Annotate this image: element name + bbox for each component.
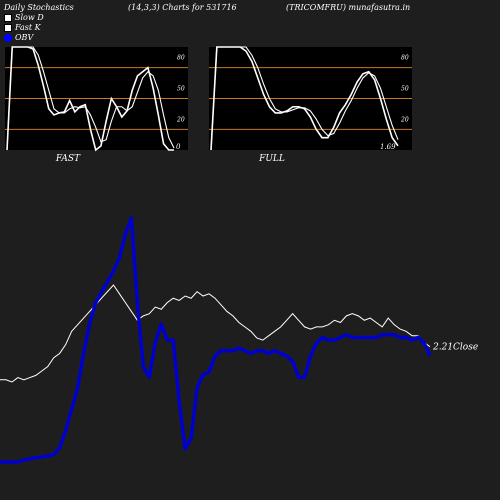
legend-obv: OBV xyxy=(4,33,33,42)
legend-slow-d: Slow D xyxy=(4,13,44,22)
legend-obv-label: OBV xyxy=(15,33,34,42)
full-last-value: 1.69 xyxy=(380,143,396,151)
full-panel-title: FULL xyxy=(258,154,285,164)
full-ytick-50: 50 xyxy=(401,86,409,93)
full-fast-k-line xyxy=(210,46,399,151)
close-last-value: 2.21Close xyxy=(432,343,478,353)
legend-slow-d-swatch xyxy=(4,13,12,22)
fast-fast-k-line xyxy=(6,46,174,152)
full-slow-d-line xyxy=(210,46,399,151)
fast-ytick-80: 80 xyxy=(177,55,185,62)
legend-obv-swatch xyxy=(4,33,12,42)
full-ytick-20: 20 xyxy=(400,116,409,123)
chart-title: Daily Stochastics xyxy=(4,3,74,12)
fast-slow-d-line xyxy=(6,46,175,151)
legend-fast-k-label: Fast K xyxy=(15,23,41,32)
legend-fast-k-swatch xyxy=(4,23,12,32)
close-price-line xyxy=(0,284,431,383)
fast-ytick-20: 20 xyxy=(176,116,185,123)
close-last-suffix: Close xyxy=(453,343,478,353)
chart-params: (14,3,3) Charts for 531716 xyxy=(128,3,237,12)
chart-symbol: (TRICOMFRU) munafasutra.in xyxy=(286,3,411,12)
obv-line xyxy=(0,216,432,464)
close-last-number: 2.21 xyxy=(432,343,453,353)
fast-last-value: 0 xyxy=(176,143,181,151)
legend-slow-d-label: Slow D xyxy=(15,13,44,22)
legend-fast-k: Fast K xyxy=(4,23,41,32)
fast-ytick-50: 50 xyxy=(177,86,185,93)
full-ytick-80: 80 xyxy=(401,55,409,62)
fast-panel-title: FAST xyxy=(55,154,81,164)
